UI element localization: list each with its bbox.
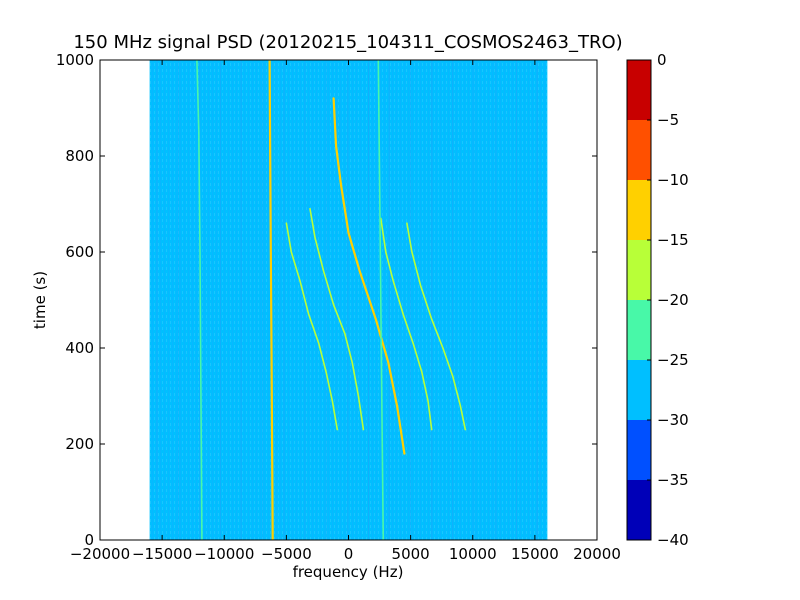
x-tick-label: 15000 [511,545,559,563]
y-tick-label: 0 [84,531,94,549]
colorbar-band [627,60,651,120]
y-tick-label: 1000 [56,51,94,69]
colorbar-tick-label: −35 [657,471,689,489]
signal-track-4 [285,222,339,431]
colorbar-band [627,480,651,540]
signal-track-8 [377,60,385,540]
colorbar-tick-label: −40 [657,531,689,549]
colorbar [627,60,651,540]
colorbar-tick-label: −25 [657,351,689,369]
spectrogram-noise [149,60,548,540]
y-tick-label: 400 [65,339,94,357]
y-tick-label: 800 [65,147,94,165]
signal-track-1 [196,60,203,540]
x-tick-label: −20000 [70,545,130,563]
x-tick-label: 0 [344,545,354,563]
colorbar-band [627,240,651,300]
signal-track-5 [309,208,365,431]
x-tick-label: −5000 [261,545,312,563]
colorbar-axis: −40 −35 −30 −25 −20 −15 −10 −5 0 [647,51,689,549]
y-axis: 0 200 400 600 800 1000 [56,51,597,549]
x-tick-label: 5000 [392,545,430,563]
x-axis-label: frequency (Hz) [293,563,404,581]
chart-title: 150 MHz signal PSD (20120215_104311_COSM… [73,32,622,53]
colorbar-band [627,300,651,360]
x-tick-label: −15000 [132,545,192,563]
y-tick-label: 200 [65,435,94,453]
colorbar-tick-label: −15 [657,231,689,249]
x-tick-label: −10000 [194,545,254,563]
x-tick-label: 20000 [573,545,621,563]
signal-track-7 [406,222,467,431]
colorbar-tick-label: −5 [657,111,679,129]
signal-track-2 [268,60,274,540]
x-tick-label: 10000 [449,545,497,563]
colorbar-band [627,120,651,180]
signal-track-6 [380,217,433,431]
colorbar-band [627,360,651,420]
x-axis: −20000 −15000 −10000 −5000 0 5000 10000 15000 20… [70,60,621,563]
signal-tracks [196,60,467,540]
colorbar-band [627,420,651,480]
colorbar-tick-label: −10 [657,171,689,189]
colorbar-tick-label: 0 [657,51,667,69]
colorbar-band [627,180,651,240]
y-tick-label: 600 [65,243,94,261]
signal-track-3 [332,97,406,455]
colorbar-tick-label: −20 [657,291,689,309]
spectrogram-layer [149,60,548,540]
y-axis-label: time (s) [31,271,49,329]
colorbar-tick-label: −30 [657,411,689,429]
